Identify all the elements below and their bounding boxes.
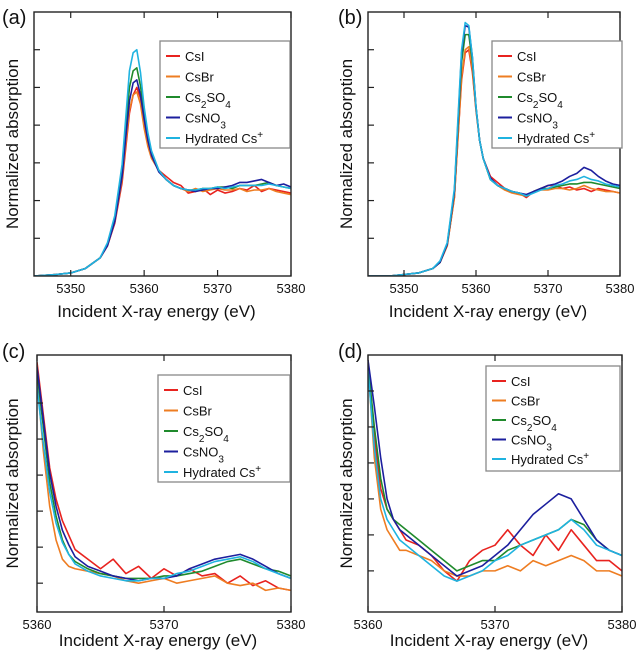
series-group bbox=[37, 362, 291, 592]
series-line-hydrated bbox=[37, 386, 291, 582]
x-axis-label: Incident X-ray energy (eV) bbox=[57, 302, 255, 321]
x-axis-label: Incident X-ray energy (eV) bbox=[59, 631, 257, 650]
legend-box bbox=[157, 374, 291, 483]
x-tick-label: 5380 bbox=[277, 617, 306, 632]
legend-entry: CsI bbox=[511, 374, 531, 389]
series-group bbox=[368, 360, 622, 582]
legend-entry: Hydrated Cs+ bbox=[185, 130, 263, 147]
panel-c: (c) 5360 5370 5380 Incident X-ray energy (eV… bbox=[2, 341, 305, 650]
legend-entry: CsBr bbox=[517, 70, 547, 85]
y-axis-label: Normalized absorption bbox=[337, 59, 356, 229]
x-tick-label: 5370 bbox=[203, 281, 232, 296]
series-line-csbr bbox=[37, 378, 291, 592]
x-tick-label: 5380 bbox=[277, 281, 306, 296]
y-axis-label: Normalized absorption bbox=[3, 398, 22, 568]
panel-b: (b) 5350 5360 5370 5380 Incident X-ray energy… bbox=[337, 7, 634, 321]
x-tick-label: 5360 bbox=[462, 281, 491, 296]
x-axis-label: Incident X-ray energy (eV) bbox=[390, 631, 588, 650]
series-line-csno3 bbox=[368, 360, 622, 577]
panel-label: (b) bbox=[338, 7, 362, 29]
series-line-hydrated bbox=[368, 370, 622, 582]
panel-label: (d) bbox=[338, 341, 362, 363]
x-tick-label: 5350 bbox=[390, 281, 419, 296]
legend-entry: CsBr bbox=[511, 394, 541, 409]
legend-entry: CsBr bbox=[185, 70, 215, 85]
x-tick-label: 5380 bbox=[608, 617, 637, 632]
x-tick-label: 5360 bbox=[130, 281, 159, 296]
y-axis-label: Normalized absorption bbox=[3, 59, 22, 229]
x-tick-label: 5370 bbox=[150, 617, 179, 632]
series-line-hydrated bbox=[368, 21, 620, 276]
legend-box bbox=[491, 40, 623, 149]
legend-box bbox=[485, 365, 621, 472]
x-tick-label: 5350 bbox=[56, 281, 85, 296]
legend-entry: Hydrated Cs+ bbox=[511, 451, 589, 468]
x-tick-label: 5370 bbox=[481, 617, 510, 632]
x-tick-label: 5370 bbox=[534, 281, 563, 296]
legend-entry: Hydrated Cs+ bbox=[183, 464, 261, 481]
x-tick-label: 5380 bbox=[606, 281, 635, 296]
legend-entry: CsBr bbox=[183, 404, 213, 419]
plot-frame bbox=[33, 11, 292, 277]
legend-box bbox=[159, 40, 291, 149]
legend-entry: CsI bbox=[517, 49, 537, 64]
x-tick-label: 5360 bbox=[354, 617, 383, 632]
legend-entry: Hydrated Cs+ bbox=[517, 130, 595, 147]
y-axis-label: Normalized absorption bbox=[337, 398, 356, 568]
panel-label: (c) bbox=[2, 341, 25, 363]
panel-d: (d) 5360 5370 5380 Incident X-ray energy (eV… bbox=[337, 341, 636, 650]
panel-label: (a) bbox=[2, 7, 26, 29]
legend-entry: CsI bbox=[185, 49, 205, 64]
series-group bbox=[368, 21, 620, 276]
series-line-cs2so4 bbox=[37, 371, 291, 580]
series-group bbox=[34, 48, 291, 276]
x-tick-label: 5360 bbox=[23, 617, 52, 632]
series-line-csi bbox=[37, 362, 291, 592]
series-line-hydrated bbox=[34, 48, 291, 276]
x-axis-label: Incident X-ray energy (eV) bbox=[389, 302, 587, 321]
legend-entry: CsI bbox=[183, 383, 203, 398]
panel-a: (a) 5350 5360 5370 5380 Incident X-ray energy… bbox=[2, 7, 305, 321]
